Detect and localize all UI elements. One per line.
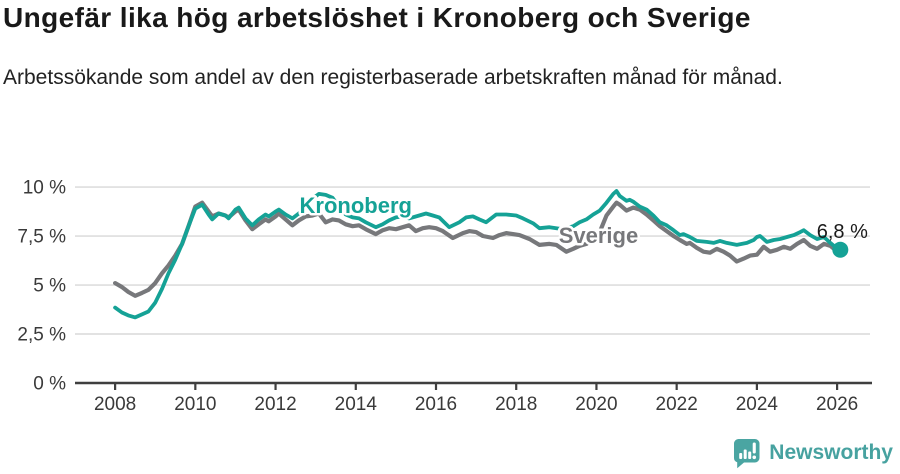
- x-tick-label: 2008: [94, 394, 136, 415]
- x-tick-label: 2024: [736, 394, 779, 415]
- chart-subtitle: Arbetssökande som andel av den registerb…: [3, 66, 783, 89]
- y-tick-label: 5 %: [33, 276, 66, 297]
- x-tick-label: 2018: [495, 394, 537, 415]
- x-tick-label: 2010: [174, 394, 216, 415]
- x-tick-label: 2022: [656, 394, 698, 415]
- x-tick-label: 2016: [415, 394, 457, 415]
- end-value-label: 6,8 %: [817, 221, 868, 243]
- end-point-dot: [832, 241, 849, 258]
- exclamation-bar: [752, 442, 757, 454]
- x-tick-label: 2014: [335, 394, 378, 415]
- y-tick-label: 10 %: [23, 178, 66, 199]
- series-line-kronoberg: [113, 189, 843, 320]
- bar-2: [743, 449, 747, 459]
- y-tick-label: 7,5 %: [17, 227, 66, 248]
- brand-name: Newsworthy: [769, 441, 893, 464]
- bar-3: [748, 451, 752, 459]
- x-tick-label: 2026: [816, 394, 858, 415]
- speech-bubble-shape: [734, 439, 760, 469]
- x-tick-label: 2020: [575, 394, 617, 415]
- exclamation-dot: [752, 455, 757, 460]
- newsworthy-logo: Newsworthy: [733, 437, 893, 469]
- y-tick-label: 2,5 %: [17, 325, 66, 346]
- series-label-kronoberg: Kronoberg: [300, 193, 412, 218]
- x-tick-label: 2012: [254, 394, 296, 415]
- chart-title: Ungefär lika hög arbetslöshet i Kronober…: [3, 2, 751, 33]
- newsworthy-bubble-icon: [734, 439, 760, 469]
- bar-1: [739, 453, 743, 459]
- series-label-sverige: Sverige: [559, 223, 639, 248]
- y-tick-label: 0 %: [33, 374, 66, 395]
